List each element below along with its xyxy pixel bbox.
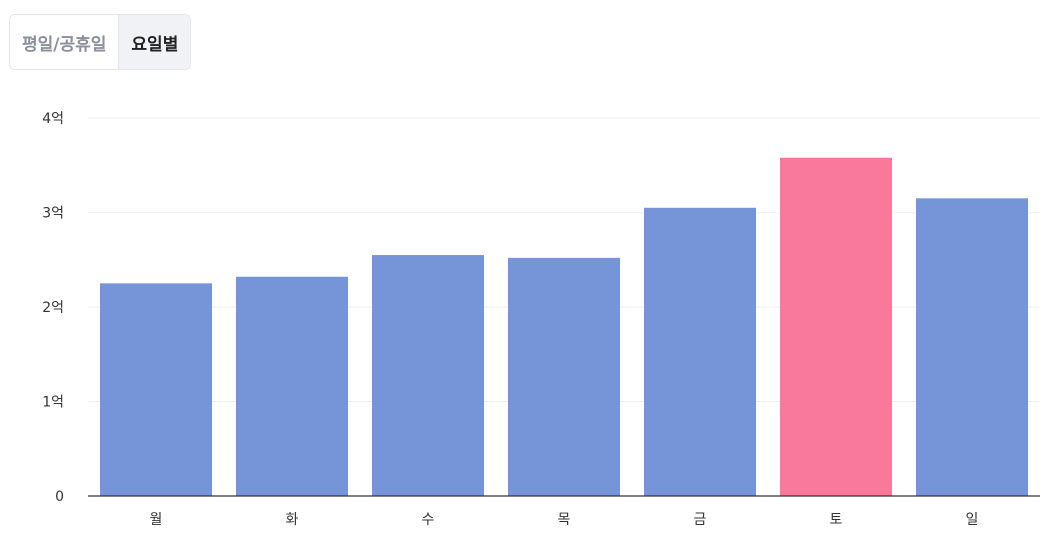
y-tick-label: 0 xyxy=(55,489,64,505)
view-toggle: 평일/공휴일 요일별 xyxy=(9,14,192,70)
bar-목 xyxy=(508,257,620,496)
x-tick-label: 화 xyxy=(286,512,299,528)
x-tick-label: 일 xyxy=(966,512,979,528)
bar-월 xyxy=(100,283,212,496)
y-tick-label: 3억 xyxy=(42,206,64,222)
bar-금 xyxy=(644,207,756,496)
bar-수 xyxy=(372,255,484,496)
y-tick-label: 4억 xyxy=(42,111,64,127)
toggle-weekday-holiday[interactable]: 평일/공휴일 xyxy=(10,15,119,69)
x-tick-label: 목 xyxy=(558,512,571,528)
x-tick-label: 금 xyxy=(694,512,707,528)
y-tick-label: 2억 xyxy=(42,300,64,316)
y-tick-label: 1억 xyxy=(42,395,64,411)
x-tick-label: 수 xyxy=(422,512,435,528)
bar-일 xyxy=(916,198,1028,496)
bar-토 xyxy=(780,157,892,496)
toggle-day-of-week[interactable]: 요일별 xyxy=(118,15,191,69)
x-tick-label: 월 xyxy=(150,512,163,528)
bar-화 xyxy=(236,276,348,496)
x-tick-label: 토 xyxy=(830,512,843,528)
